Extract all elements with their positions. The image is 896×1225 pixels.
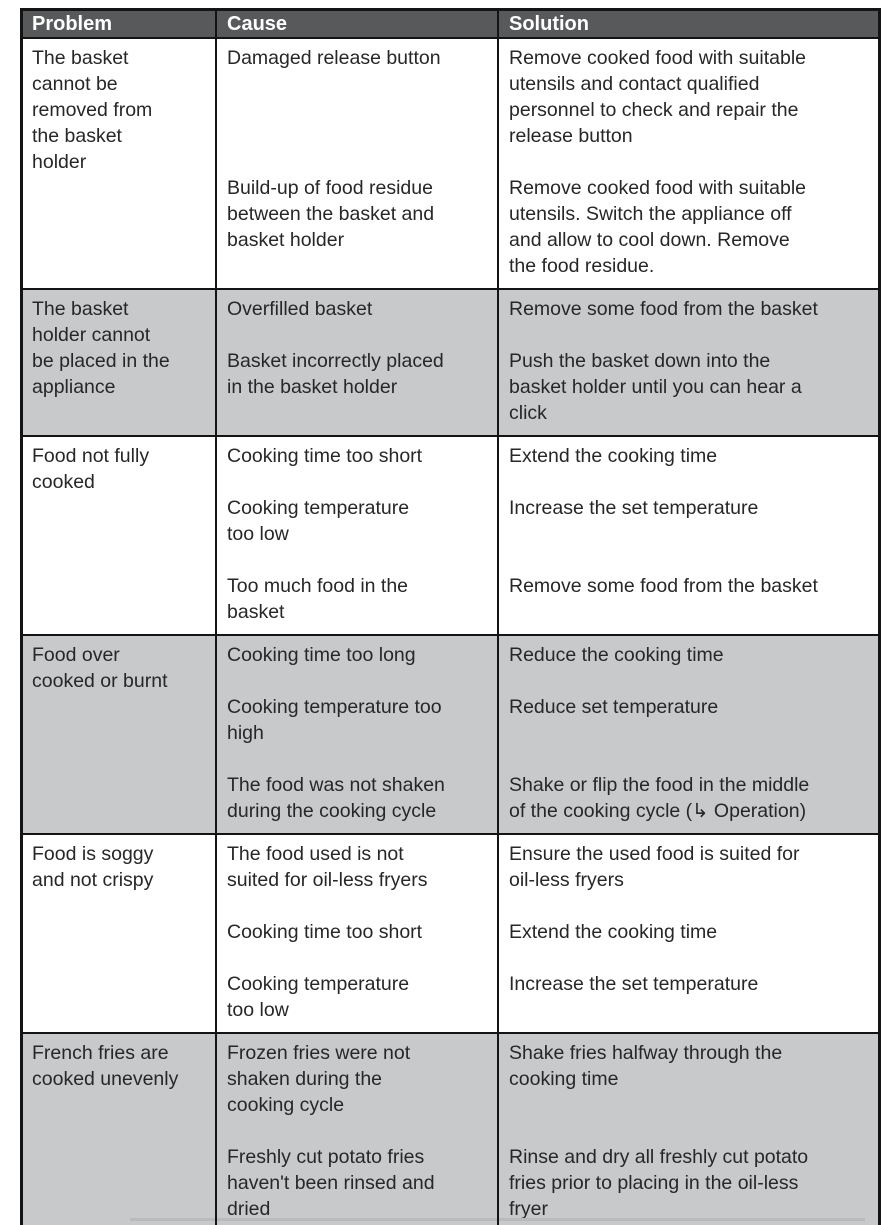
column-header-solution: Solution [509, 13, 589, 35]
cause-solution-pairs: Overfilled basket Remove some food from t… [215, 290, 878, 435]
table-row: Food over cooked or burnt Cooking time t… [23, 636, 878, 835]
problem-cell: Food not fully cooked [32, 445, 150, 493]
cause-cell: Cooking temperature too low [227, 497, 410, 545]
solution-cell: Reduce the cooking time [509, 644, 724, 666]
cause-cell: Overfilled basket [227, 298, 373, 320]
cause-solution-pairs: The food used is not suited for oil-less… [215, 835, 878, 1032]
solution-cell: Shake or flip the food in the middle of … [509, 774, 810, 822]
solution-cell: Increase the set temperature [509, 497, 759, 519]
table-row: Food is soggy and not crispy The food us… [23, 835, 878, 1034]
cause-solution-pairs: Damaged release button Remove cooked food… [215, 39, 878, 288]
cause-solution-pairs: Cooking time too long Reduce the cooking … [215, 636, 878, 833]
problem-cell: The basket cannot be removed from the ba… [32, 47, 153, 173]
column-header-cause: Cause [227, 13, 288, 35]
solution-cell: Remove cooked food with suitable utensil… [509, 177, 807, 277]
table-row: French fries are cooked unevenly Frozen … [23, 1034, 878, 1225]
solution-cell: Extend the cooking time [509, 921, 718, 943]
table-body: The basket cannot be removed from the ba… [23, 39, 878, 1225]
troubleshooting-table: Problem Cause Solution The basket cannot… [20, 8, 881, 1225]
problem-cell: The basket holder cannot be placed in th… [32, 298, 170, 398]
solution-cell: Remove some food from the basket [509, 298, 818, 320]
cause-cell: The food used is not suited for oil-less… [227, 843, 428, 891]
cause-cell: Too much food in the basket [227, 575, 409, 623]
solution-cell: Extend the cooking time [509, 445, 718, 467]
solution-cell: Shake fries halfway through the cooking … [509, 1042, 783, 1090]
cause-solution-pairs: Cooking time too short Extend the cooking… [215, 437, 878, 634]
solution-cell: Ensure the used food is suited for oil-l… [509, 843, 800, 891]
solution-cell: Increase the set temperature [509, 973, 759, 995]
cause-solution-pairs: Frozen fries were not shaken during the … [215, 1034, 878, 1225]
column-header-problem: Problem [32, 13, 113, 35]
table-header-row: Problem Cause Solution [23, 11, 878, 39]
solution-cell: Reduce set temperature [509, 696, 719, 718]
cause-cell: Freshly cut potato fries haven't been ri… [227, 1146, 435, 1220]
cause-cell: The food was not shaken during the cooki… [227, 774, 445, 822]
cause-cell: Frozen fries were not shaken during the … [227, 1042, 411, 1116]
cause-cell: Cooking time too short [227, 921, 423, 943]
problem-cell: Food is soggy and not crispy [32, 843, 154, 891]
solution-cell: Remove some food from the basket [509, 575, 818, 597]
problem-cell: French fries are cooked unevenly [32, 1042, 179, 1090]
solution-cell: Rinse and dry all freshly cut potato fri… [509, 1146, 809, 1220]
cause-cell: Build-up of food residue between the bas… [227, 177, 435, 251]
cause-cell: Cooking time too short [227, 445, 423, 467]
cause-cell: Cooking temperature too low [227, 973, 410, 1021]
solution-cell: Remove cooked food with suitable utensil… [509, 47, 807, 147]
table-row: The basket cannot be removed from the ba… [23, 39, 878, 290]
solution-cell: Push the basket down into the basket hol… [509, 350, 802, 424]
cause-cell: Cooking temperature too high [227, 696, 442, 744]
table-row: Food not fully cooked Cooking time too s… [23, 437, 878, 636]
cause-cell: Basket incorrectly placed in the basket … [227, 350, 444, 398]
problem-cell: Food over cooked or burnt [32, 644, 168, 692]
cause-cell: Damaged release button [227, 47, 441, 69]
table-row: The basket holder cannot be placed in th… [23, 290, 878, 437]
cause-cell: Cooking time too long [227, 644, 416, 666]
